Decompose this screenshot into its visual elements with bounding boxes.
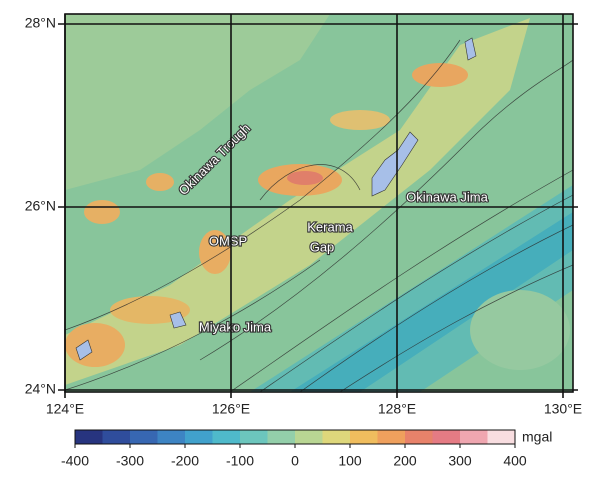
colorbar-tick-label: 100 <box>338 453 362 469</box>
colorbar-tick-label: -200 <box>171 453 199 469</box>
colorbar-segment <box>295 430 323 444</box>
colorbar-tick-label: 400 <box>503 453 527 469</box>
place-label: OMSP <box>209 233 247 248</box>
lat-tick-label: 26°N <box>25 198 56 214</box>
colorbar-segment <box>350 430 378 444</box>
page: {"map": { "lat_ticks": [{"value": 28, "l… <box>0 0 589 472</box>
colorbar-segment <box>488 430 516 444</box>
colorbar-segment <box>75 430 103 444</box>
colorbar-segment <box>158 430 186 444</box>
colorbar-segment <box>240 430 268 444</box>
lat-tick-label: 24°N <box>25 381 56 397</box>
colorbar-tick-label: 0 <box>291 453 299 469</box>
colorbar-segment <box>103 430 131 444</box>
colorbar-segment <box>460 430 488 444</box>
place-label: Gap <box>310 239 335 254</box>
lat-tick-label: 28°N <box>25 15 56 31</box>
colorbar-segment <box>405 430 433 444</box>
gravity-map <box>65 14 573 392</box>
colorbar-tick-label: -400 <box>61 453 89 469</box>
colorbar-tick-label: -300 <box>116 453 144 469</box>
lon-tick-label: 126°E <box>212 401 250 417</box>
colorbar-tick-label: 200 <box>393 453 417 469</box>
colorbar-unit: mgal <box>522 429 552 445</box>
colorbar-tick-label: 300 <box>448 453 472 469</box>
colorbar-segment <box>433 430 461 444</box>
colorbar-segment <box>130 430 158 444</box>
colorbar-tick-label: -100 <box>226 453 254 469</box>
colorbar-segment <box>213 430 241 444</box>
lon-tick-label: 128°E <box>378 401 416 417</box>
colorbar-segment <box>185 430 213 444</box>
colorbar-segment <box>323 430 351 444</box>
place-label: Miyako Jima <box>199 319 272 334</box>
colorbar-segment <box>268 430 296 444</box>
place-label: Okinawa Jima <box>406 189 488 204</box>
lon-tick-label: 130°E <box>544 401 582 417</box>
colorbar-segment <box>378 430 406 444</box>
lon-tick-label: 124°E <box>46 401 84 417</box>
map-figure: Okinawa Trough OMSP Kerama Gap Okinawa J… <box>0 0 589 472</box>
place-label: Kerama <box>307 219 353 234</box>
